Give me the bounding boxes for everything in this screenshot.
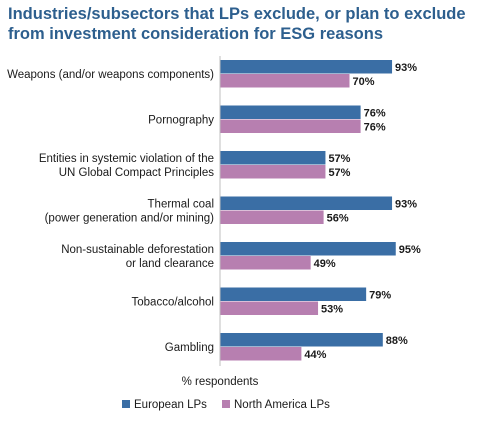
category-label-5: Tobacco/alcohol	[132, 296, 214, 308]
bar-european-3	[220, 196, 393, 210]
bars-group	[220, 60, 396, 361]
value-label-european-4: 95%	[399, 244, 421, 256]
bar-european-2	[220, 151, 326, 165]
category-label-4: Non-sustainable deforestation or land cle…	[61, 244, 214, 270]
x-axis-title: % respondents	[182, 376, 259, 388]
value-label-north-america-4: 49%	[314, 258, 336, 270]
value-label-european-0: 93%	[395, 62, 417, 74]
value-label-european-5: 79%	[369, 290, 391, 302]
category-label-6: Gambling	[165, 342, 214, 354]
value-label-north-america-3: 56%	[327, 213, 349, 225]
category-label-0: Weapons (and/or weapons components)	[7, 69, 214, 81]
legend: European LPs North America LPs	[122, 399, 330, 411]
bar-european-5	[220, 287, 367, 301]
bar-north-america-2	[220, 165, 326, 179]
bar-north-america-0	[220, 74, 350, 88]
category-label-3: Thermal coal (power generation and/or min…	[45, 198, 215, 224]
bar-european-4	[220, 242, 396, 256]
legend-swatch-european	[122, 400, 130, 408]
bar-european-0	[220, 60, 393, 74]
value-label-european-6: 88%	[386, 335, 408, 347]
category-label-1: Pornography	[148, 114, 214, 126]
legend-label-european: European LPs	[134, 399, 207, 411]
value-label-north-america-1: 76%	[364, 122, 386, 134]
chart-title: Industries/subsectors that LPs exclude, …	[8, 5, 466, 43]
value-label-european-2: 57%	[328, 153, 350, 165]
value-label-north-america-2: 57%	[328, 167, 350, 179]
bar-north-america-6	[220, 347, 302, 361]
value-label-european-1: 76%	[364, 108, 386, 120]
legend-swatch-north-america	[222, 400, 230, 408]
value-label-north-america-5: 53%	[321, 304, 343, 316]
labels-group: 93% 70% Weapons (and/or weapons components…	[7, 62, 421, 361]
bar-european-1	[220, 105, 361, 119]
category-label-2: Entities in systemic violation of the UN …	[39, 153, 214, 179]
value-label-north-america-6: 44%	[304, 349, 326, 361]
bar-north-america-1	[220, 119, 361, 133]
value-label-european-3: 93%	[395, 199, 417, 211]
legend-label-north-america: North America LPs	[234, 399, 330, 411]
bar-north-america-3	[220, 210, 324, 224]
bar-north-america-4	[220, 256, 311, 270]
bar-european-6	[220, 333, 383, 347]
value-label-north-america-0: 70%	[353, 76, 375, 88]
bar-north-america-5	[220, 301, 319, 315]
